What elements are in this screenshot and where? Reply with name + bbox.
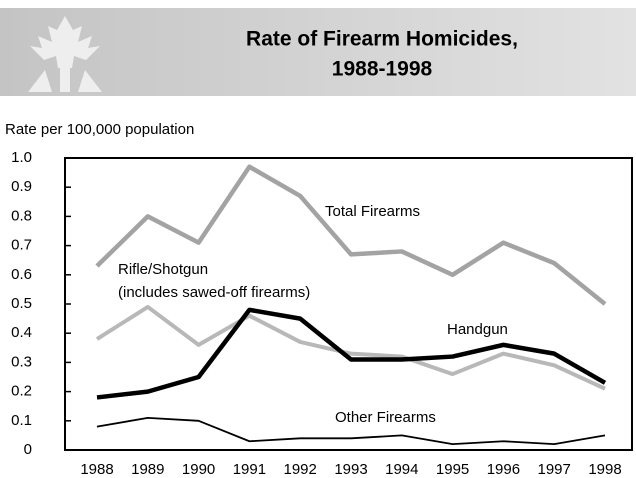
x-tick-label: 1993 (334, 461, 367, 478)
banner (0, 8, 636, 96)
plot-frame (64, 157, 633, 451)
y-axis-label: Rate per 100,000 population (5, 121, 194, 138)
y-tick-label: 0.5 (11, 295, 32, 312)
x-tick-label: 1988 (80, 461, 113, 478)
x-tick-label: 1989 (131, 461, 164, 478)
y-tick-label: 0.2 (11, 383, 32, 400)
y-tick-label: 0.7 (11, 237, 32, 254)
x-tick-label: 1994 (385, 461, 418, 478)
y-tick-label: 0.6 (11, 266, 32, 283)
y-tick-label: 0 (24, 441, 32, 458)
chart-title: Rate of Firearm Homicides, (246, 28, 518, 51)
x-tick-label: 1991 (233, 461, 266, 478)
y-tick-label: 0.3 (11, 353, 32, 370)
series-label: Handgun (447, 321, 508, 338)
x-tick-label: 1997 (538, 461, 571, 478)
series-note: (includes sawed-off firearms) (118, 284, 310, 301)
y-tick-label: 0.4 (11, 324, 32, 341)
y-tick-label: 0.1 (11, 412, 32, 429)
chart-title: 1988-1998 (332, 58, 433, 81)
series-label: Rifle/Shotgun (118, 261, 208, 278)
y-tick-label: 0.8 (11, 207, 32, 224)
x-tick-label: 1996 (487, 461, 520, 478)
x-tick-label: 1992 (284, 461, 317, 478)
y-tick-label: 0.9 (11, 178, 32, 195)
x-tick-label: 1990 (182, 461, 215, 478)
series-label: Other Firearms (335, 409, 436, 426)
x-tick-label: 1995 (436, 461, 469, 478)
x-tick-label: 1998 (588, 461, 621, 478)
series-line (96, 307, 607, 400)
logo (28, 16, 102, 92)
series-label: Total Firearms (325, 203, 420, 220)
series-line (95, 304, 606, 391)
series-line (96, 416, 606, 446)
series-line (95, 164, 607, 306)
y-tick-label: 1.0 (11, 149, 32, 166)
